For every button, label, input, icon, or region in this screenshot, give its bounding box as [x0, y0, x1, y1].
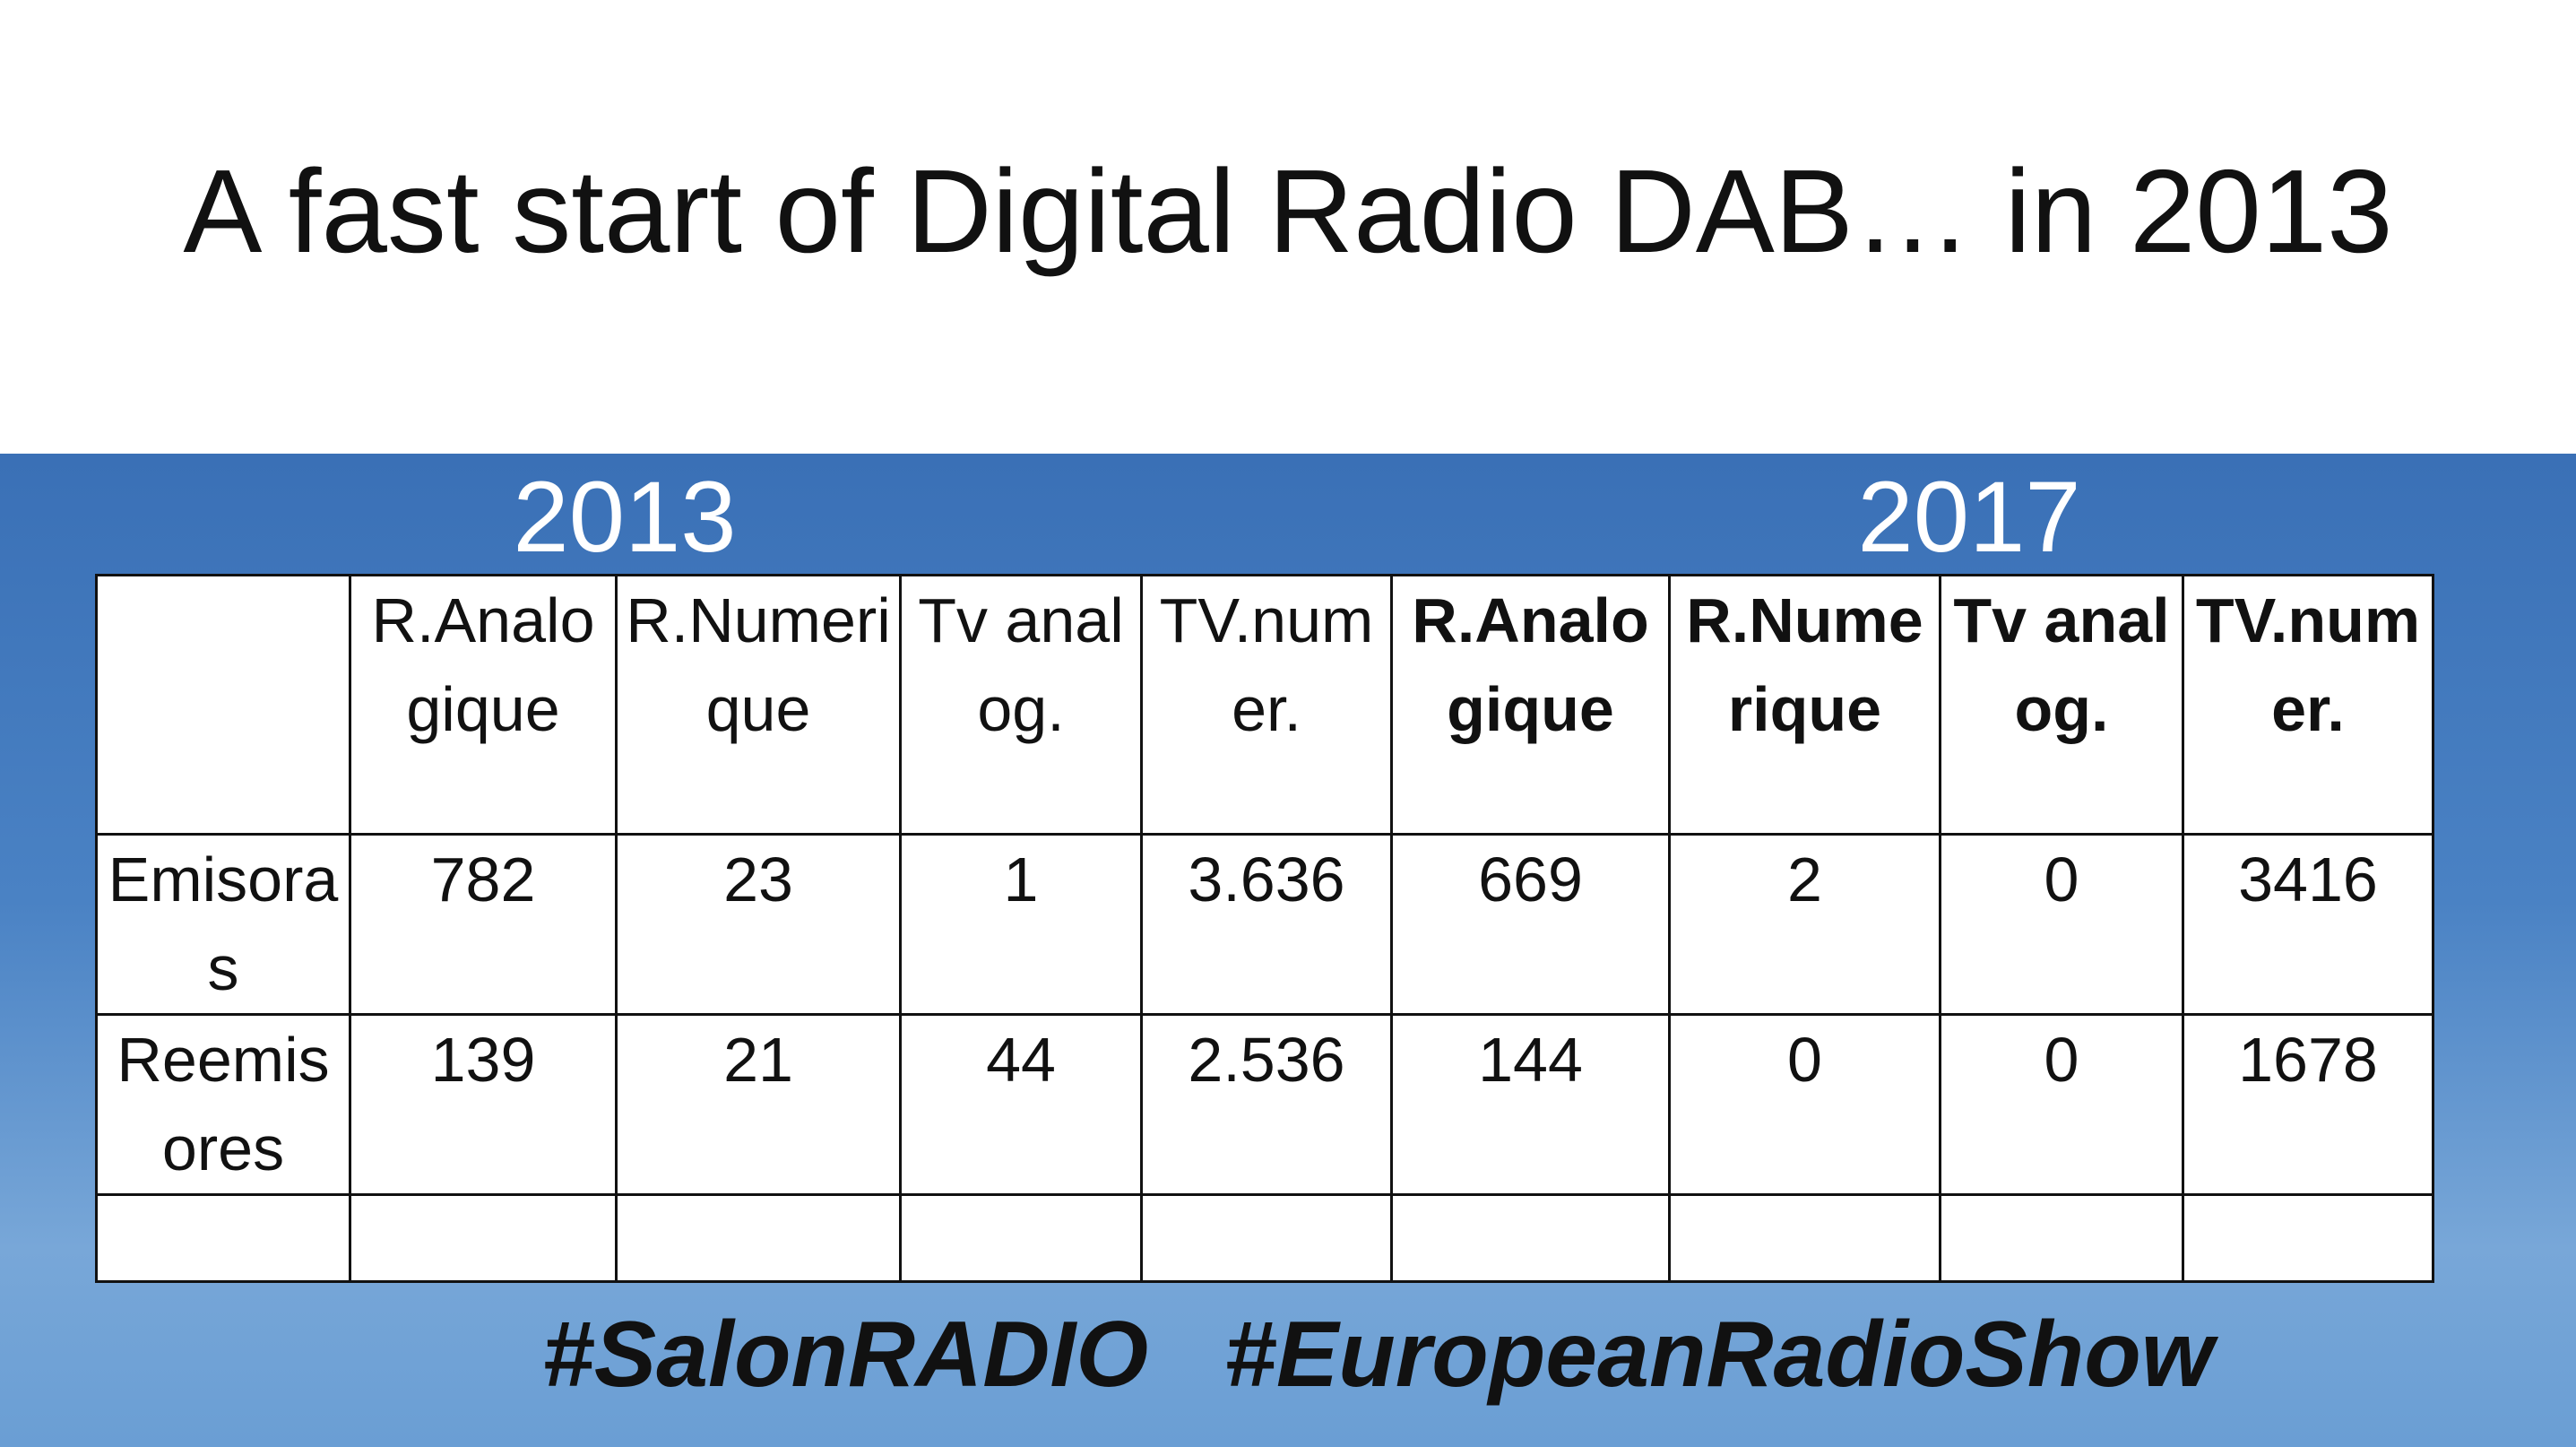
hashtag: #SalonRADIO: [542, 1303, 1149, 1407]
table-cell: 782: [349, 833, 618, 1016]
row-label: Emisoras: [95, 833, 351, 1016]
header-cell: [95, 574, 351, 836]
header-cell: TV.numer.: [2182, 574, 2434, 836]
table-cell: 2: [1668, 833, 1941, 1016]
header-cell: R.Numerique: [615, 574, 902, 836]
header-cell: Tv analog.: [899, 574, 1143, 836]
table-cell: [1140, 1193, 1393, 1283]
table-cell: [95, 1193, 351, 1283]
year-label: 2017: [1857, 461, 2081, 573]
table-row: Reemisores 139 21 44 2.536 144 0 0 1678: [95, 1013, 2434, 1196]
header-cell: Tv analog.: [1939, 574, 2184, 836]
table-cell: 44: [899, 1013, 1143, 1196]
table-cell: [615, 1193, 902, 1283]
slide-title: A fast start of Digital Radio DAB… in 20…: [183, 145, 2393, 277]
table-cell: 0: [1939, 833, 2184, 1016]
table-cell: 0: [1939, 1013, 2184, 1196]
table-cell: 0: [1668, 1013, 1941, 1196]
table-cell: [899, 1193, 1143, 1283]
row-label: Reemisores: [95, 1013, 351, 1196]
header-cell: TV.numer.: [1140, 574, 1393, 836]
hashtag: #EuropeanRadioShow: [1224, 1303, 2214, 1407]
table-cell: [1939, 1193, 2184, 1283]
year-label: 2013: [513, 461, 737, 573]
table-cell: [1668, 1193, 1941, 1283]
table-cell: [1390, 1193, 1671, 1283]
table-cell: 669: [1390, 833, 1671, 1016]
data-table: R.Analogique R.Numerique Tv analog. TV.nume…: [95, 574, 2434, 1283]
table-row: Emisoras 782 23 1 3.636 669 2 0 3416: [95, 833, 2434, 1016]
header-cell: R.Analogique: [349, 574, 618, 836]
header-cell: R.Numerique: [1668, 574, 1941, 836]
table-cell: 2.536: [1140, 1013, 1393, 1196]
table-cell: 139: [349, 1013, 618, 1196]
header-row: R.Analogique R.Numerique Tv analog. TV.nume…: [95, 574, 2434, 836]
table-cell: 21: [615, 1013, 902, 1196]
table-cell: 144: [1390, 1013, 1671, 1196]
table-cell: 3.636: [1140, 833, 1393, 1016]
table-cell: [349, 1193, 618, 1283]
table-cell: 3416: [2182, 833, 2434, 1016]
table-cell: 1678: [2182, 1013, 2434, 1196]
table-cell: [2182, 1193, 2434, 1283]
table-cell: 23: [615, 833, 902, 1016]
header-cell: R.Analogique: [1390, 574, 1671, 836]
table-cell: 1: [899, 833, 1143, 1016]
empty-row: [95, 1193, 2434, 1283]
